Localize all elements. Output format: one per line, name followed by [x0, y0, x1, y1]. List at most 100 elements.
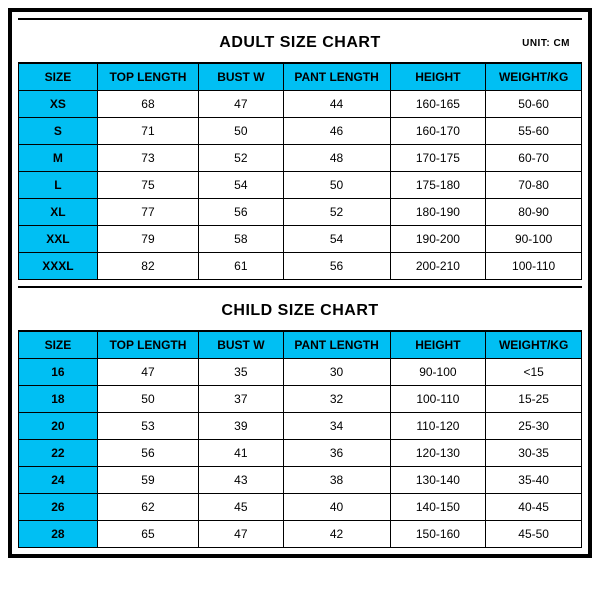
value-cell: 32 [283, 386, 390, 413]
table-header-row: SIZE TOP LENGTH BUST W PANT LENGTH HEIGH… [19, 332, 582, 359]
value-cell: 52 [199, 145, 283, 172]
value-cell: 65 [97, 521, 198, 548]
value-cell: 80-90 [486, 199, 582, 226]
col-size: SIZE [19, 64, 98, 91]
value-cell: 42 [283, 521, 390, 548]
value-cell: 54 [199, 172, 283, 199]
table-row: 20533934110-12025-30 [19, 413, 582, 440]
value-cell: 48 [283, 145, 390, 172]
value-cell: 175-180 [390, 172, 486, 199]
size-cell: XXXL [19, 253, 98, 280]
value-cell: 15-25 [486, 386, 582, 413]
value-cell: 36 [283, 440, 390, 467]
value-cell: 150-160 [390, 521, 486, 548]
table-row: L755450175-18070-80 [19, 172, 582, 199]
child-title-row: CHILD SIZE CHART [18, 286, 582, 331]
value-cell: 59 [97, 467, 198, 494]
value-cell: 100-110 [486, 253, 582, 280]
col-weight: WEIGHT/KG [486, 332, 582, 359]
value-cell: 52 [283, 199, 390, 226]
table-row: XL775652180-19080-90 [19, 199, 582, 226]
table-row: XXL795854190-20090-100 [19, 226, 582, 253]
size-cell: 28 [19, 521, 98, 548]
value-cell: 90-100 [486, 226, 582, 253]
value-cell: 43 [199, 467, 283, 494]
col-size: SIZE [19, 332, 98, 359]
value-cell: 38 [283, 467, 390, 494]
size-cell: L [19, 172, 98, 199]
value-cell: 44 [283, 91, 390, 118]
value-cell: 47 [199, 521, 283, 548]
col-weight: WEIGHT/KG [486, 64, 582, 91]
table-row: S715046160-17055-60 [19, 118, 582, 145]
size-cell: 18 [19, 386, 98, 413]
value-cell: 45-50 [486, 521, 582, 548]
child-title: CHILD SIZE CHART [221, 302, 378, 319]
table-row: XS684744160-16550-60 [19, 91, 582, 118]
value-cell: 50-60 [486, 91, 582, 118]
value-cell: 56 [97, 440, 198, 467]
value-cell: 61 [199, 253, 283, 280]
value-cell: 37 [199, 386, 283, 413]
table-row: 26624540140-15040-45 [19, 494, 582, 521]
size-cell: S [19, 118, 98, 145]
value-cell: 50 [283, 172, 390, 199]
table-row: M735248170-17560-70 [19, 145, 582, 172]
value-cell: 110-120 [390, 413, 486, 440]
value-cell: 190-200 [390, 226, 486, 253]
value-cell: 62 [97, 494, 198, 521]
size-cell: XXL [19, 226, 98, 253]
value-cell: 160-165 [390, 91, 486, 118]
value-cell: 170-175 [390, 145, 486, 172]
value-cell: 45 [199, 494, 283, 521]
table-row: XXXL826156200-210100-110 [19, 253, 582, 280]
value-cell: 39 [199, 413, 283, 440]
value-cell: 68 [97, 91, 198, 118]
value-cell: 160-170 [390, 118, 486, 145]
col-top: TOP LENGTH [97, 64, 198, 91]
table-row: 18503732100-11015-25 [19, 386, 582, 413]
value-cell: 35-40 [486, 467, 582, 494]
value-cell: 56 [199, 199, 283, 226]
value-cell: 71 [97, 118, 198, 145]
value-cell: 56 [283, 253, 390, 280]
col-bust: BUST W [199, 64, 283, 91]
size-cell: XL [19, 199, 98, 226]
value-cell: 25-30 [486, 413, 582, 440]
value-cell: 34 [283, 413, 390, 440]
size-cell: M [19, 145, 98, 172]
unit-label: UNIT: CM [522, 38, 570, 49]
value-cell: 200-210 [390, 253, 486, 280]
col-height: HEIGHT [390, 64, 486, 91]
value-cell: 53 [97, 413, 198, 440]
col-bust: BUST W [199, 332, 283, 359]
value-cell: 60-70 [486, 145, 582, 172]
value-cell: 55-60 [486, 118, 582, 145]
chart-container: ADULT SIZE CHART UNIT: CM SIZE TOP LENGT… [8, 8, 592, 558]
value-cell: 130-140 [390, 467, 486, 494]
size-cell: 20 [19, 413, 98, 440]
child-table: SIZE TOP LENGTH BUST W PANT LENGTH HEIGH… [18, 331, 582, 548]
value-cell: 47 [199, 91, 283, 118]
size-cell: 16 [19, 359, 98, 386]
adult-title-row: ADULT SIZE CHART UNIT: CM [18, 18, 582, 63]
value-cell: 40 [283, 494, 390, 521]
value-cell: 82 [97, 253, 198, 280]
value-cell: 75 [97, 172, 198, 199]
value-cell: 30-35 [486, 440, 582, 467]
size-cell: 24 [19, 467, 98, 494]
value-cell: 77 [97, 199, 198, 226]
adult-title: ADULT SIZE CHART [219, 34, 380, 51]
table-row: 28654742150-16045-50 [19, 521, 582, 548]
value-cell: 40-45 [486, 494, 582, 521]
value-cell: <15 [486, 359, 582, 386]
col-top: TOP LENGTH [97, 332, 198, 359]
table-row: 24594338130-14035-40 [19, 467, 582, 494]
value-cell: 50 [97, 386, 198, 413]
table-row: 1647353090-100<15 [19, 359, 582, 386]
value-cell: 30 [283, 359, 390, 386]
col-pant: PANT LENGTH [283, 64, 390, 91]
value-cell: 90-100 [390, 359, 486, 386]
col-height: HEIGHT [390, 332, 486, 359]
size-cell: XS [19, 91, 98, 118]
